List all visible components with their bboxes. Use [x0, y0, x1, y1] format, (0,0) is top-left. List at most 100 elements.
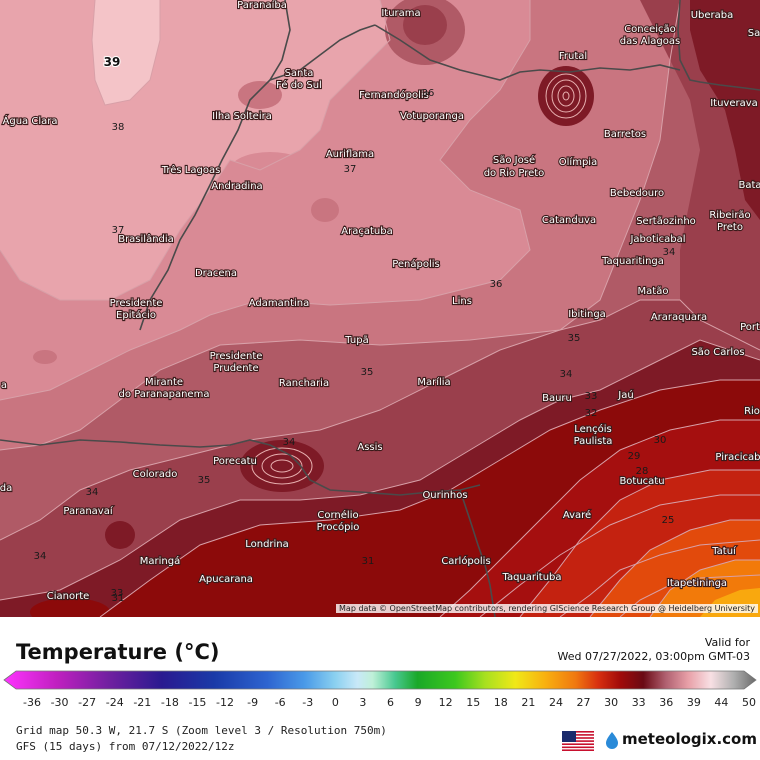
city-label: Assis: [357, 442, 382, 453]
city-label: Ribeirão: [709, 210, 750, 221]
city-label: Rancharia: [279, 378, 329, 389]
city-label: Frutal: [559, 51, 587, 62]
city-label: São José: [493, 154, 535, 166]
us-flag-icon[interactable]: [562, 731, 594, 751]
meteologix-logo-icon: [606, 732, 618, 749]
isotherm-label: 32: [585, 408, 598, 419]
city-label: Lins: [452, 296, 472, 307]
city-label: Uberaba: [691, 10, 734, 21]
scale-tick: 50: [742, 696, 756, 709]
isotherm-label: 34: [560, 369, 573, 380]
isotherm-label: 34: [34, 551, 47, 562]
city-label: Botucatu: [619, 476, 664, 487]
city-label: Olímpia: [559, 156, 597, 168]
isotherm-label: 31: [112, 593, 125, 604]
scale-tick: -15: [188, 696, 207, 709]
isotherm-label: 31: [362, 556, 375, 567]
city-label: Apucarana: [199, 574, 253, 585]
city-label: Porecatu: [213, 456, 257, 467]
scale-tick: 9: [414, 696, 422, 709]
city-label: Andradina: [211, 181, 262, 192]
isotherm-label: 30: [654, 435, 667, 446]
state-borders: [0, 0, 760, 617]
brand-name[interactable]: meteologix.com: [622, 730, 757, 748]
temp-pocket-37: [230, 152, 310, 188]
city-label: Paranaíba: [237, 0, 287, 11]
scale-tick: -12: [216, 696, 235, 709]
city-label: Ituverava: [710, 98, 758, 109]
city-label: Sa: [748, 28, 760, 39]
scale-tick: -30: [50, 696, 69, 709]
isotherm-label: 25: [662, 515, 675, 526]
valid-time: Valid for Wed 07/27/2022, 03:00pm GMT-03: [558, 636, 750, 664]
city-label: Tatuí: [711, 545, 737, 557]
city-label: Araraquara: [651, 312, 707, 323]
city-label: Lençóis: [574, 423, 612, 435]
scale-tick: -21: [133, 696, 152, 709]
city-label: Auriflama: [326, 149, 374, 160]
city-label: São Carlos: [691, 347, 744, 358]
scale-tick: 18: [493, 696, 508, 709]
isotherm-label: 36: [422, 88, 435, 99]
scale-tick: 33: [631, 696, 646, 709]
temp-pocket-west: [33, 350, 57, 364]
city-label: Londrina: [245, 539, 289, 550]
city-label: Ibitinga: [568, 309, 606, 320]
scale-tick: -36: [23, 696, 41, 709]
city-label: Sertãozinho: [636, 216, 696, 227]
city-label: das Alagoas: [620, 36, 680, 47]
color-scale: [0, 668, 760, 698]
city-label: Epitácio: [116, 309, 156, 321]
isotherm-label: 28: [636, 466, 649, 477]
scale-tick: 15: [466, 696, 481, 709]
scale-tick: -3: [302, 696, 314, 709]
city-label: Taquaritinga: [601, 256, 664, 267]
isotherm-lines: [0, 0, 760, 617]
isotherm-labels: 3938373736363535353434343434333231313330…: [34, 54, 676, 604]
scale-tick: 6: [387, 696, 394, 709]
city-label: Fé do Sul: [276, 79, 322, 91]
grid-info: Grid map 50.3 W, 21.7 S (Zoom level 3 / …: [16, 724, 387, 737]
color-scale-bar: [3, 670, 757, 690]
hotspot-frutal: [538, 66, 594, 126]
isotherm-label: 34: [283, 437, 296, 448]
temp-pocket-iturama-core: [403, 5, 447, 45]
city-label: Paranavaí: [63, 505, 113, 517]
city-label: Santa: [285, 68, 314, 79]
isotherm-label: 34: [663, 247, 676, 258]
city-label: Procópio: [317, 521, 360, 533]
city-label: da: [0, 483, 12, 494]
scale-tick: -27: [78, 696, 97, 709]
valid-date: Wed 07/27/2022, 03:00pm GMT-03: [557, 650, 750, 663]
isotherm-label: 33: [111, 588, 124, 599]
map-attribution[interactable]: Map data © OpenStreetMap contributors, r…: [336, 604, 758, 613]
city-label: Maringá: [140, 555, 180, 567]
temperature-map[interactable]: Paranaíba Iturama Uberaba Conceição das Alag…: [0, 0, 760, 617]
city-label: Brasilândia: [118, 233, 174, 245]
isotherm-label: 34: [86, 487, 99, 498]
city-label: Ourinhos: [422, 490, 467, 501]
city-label: Votuporanga: [400, 111, 464, 122]
city-label: Port: [740, 322, 760, 333]
city-label: Bata: [738, 180, 760, 191]
city-label: Penápolis: [392, 258, 440, 270]
scale-tick: 0: [331, 696, 339, 709]
scale-tick: 12: [438, 696, 453, 709]
city-label: Jaú: [617, 389, 633, 401]
model-info: GFS (15 days) from 07/12/2022/12z: [16, 740, 235, 753]
hotspot-porecatu: [240, 440, 324, 492]
isotherm-label: 35: [198, 475, 211, 486]
city-label: Colorado: [133, 469, 178, 480]
isotherm-label: 39: [104, 55, 121, 69]
city-label: Três Lagoas: [161, 164, 221, 176]
city-label: do Rio Preto: [484, 168, 545, 179]
temp-pocket-36: [311, 198, 339, 222]
city-label: do Paranapanema: [119, 389, 210, 400]
city-label: Dracena: [195, 268, 237, 279]
city-label: Barretos: [604, 129, 646, 140]
isotherm-label: 35: [361, 367, 374, 378]
city-label: Bebedouro: [610, 188, 664, 199]
city-label: Fernandópolis: [359, 89, 429, 101]
scale-tick: -24: [105, 696, 124, 709]
